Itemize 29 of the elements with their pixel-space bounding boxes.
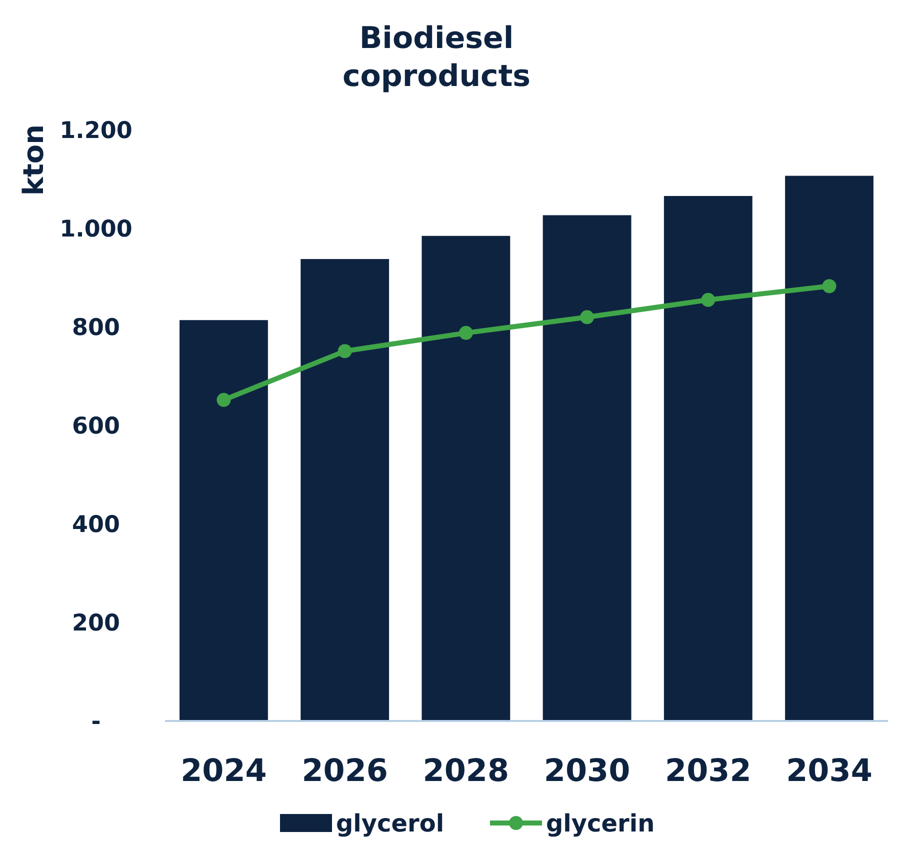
bar — [180, 320, 268, 721]
x-tick-label: 2032 — [665, 753, 752, 789]
bar — [664, 196, 752, 721]
chart-title: Biodiesel coproducts — [342, 21, 531, 94]
point — [701, 292, 716, 307]
bar — [300, 259, 390, 721]
bar — [785, 176, 874, 721]
legend-label: glycerol — [336, 809, 444, 838]
x-tick-label: 2034 — [786, 753, 872, 789]
y-tick-label: 1.000 — [60, 216, 132, 243]
y-tick-label: 400 — [72, 512, 120, 538]
point — [458, 326, 473, 340]
point — [338, 344, 352, 358]
legend-label: glycerin — [546, 809, 655, 838]
y-tick-label: 200 — [72, 610, 120, 637]
point — [580, 310, 594, 324]
y-tick-label: - — [91, 709, 101, 736]
y-tick-label: 1.200 — [60, 118, 132, 144]
y-axis-title: kton — [17, 124, 50, 196]
x-tick-label: 2030 — [544, 753, 630, 789]
x-tick-label: 2024 — [180, 753, 267, 789]
y-tick-label: 600 — [72, 414, 120, 440]
point — [822, 279, 836, 294]
bar — [542, 215, 632, 721]
bar — [422, 236, 510, 721]
x-tick-label: 2026 — [302, 753, 388, 789]
point — [216, 392, 231, 407]
x-tick-label: 2028 — [422, 753, 510, 789]
y-tick-label: 800 — [72, 315, 120, 342]
